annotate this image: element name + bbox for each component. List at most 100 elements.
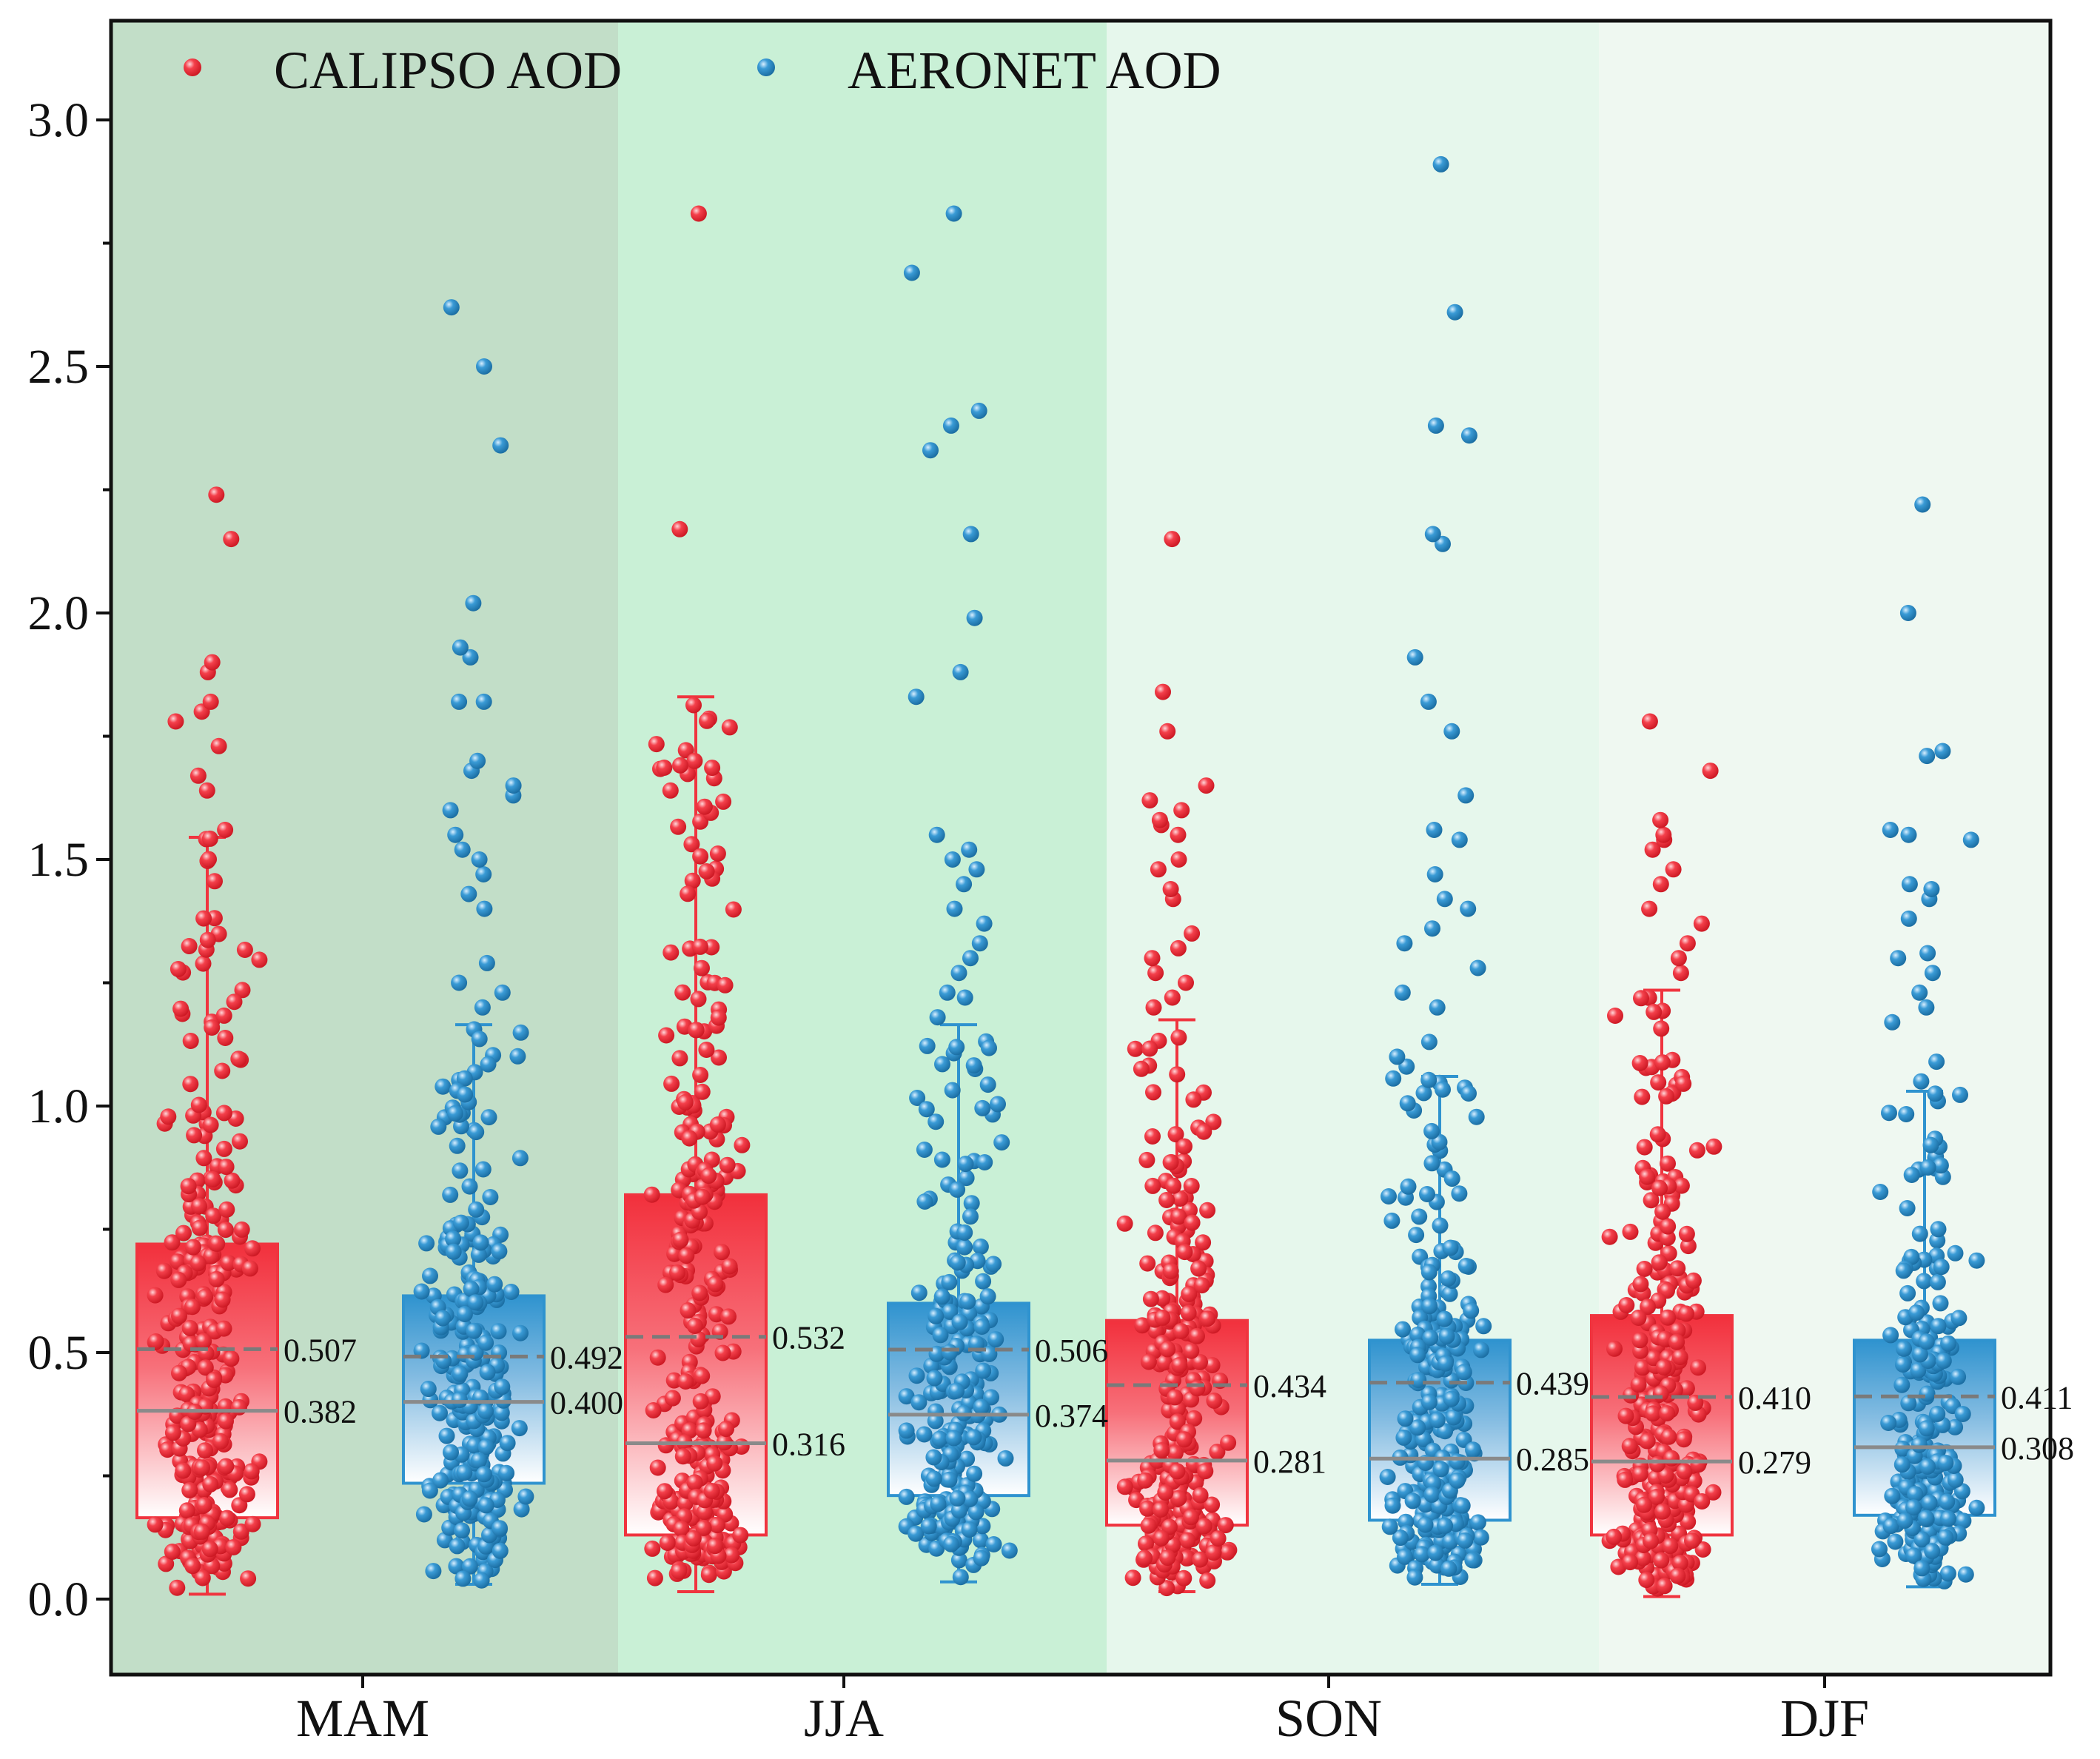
data-point-calipso-son xyxy=(1124,1569,1141,1587)
data-point-aeronet-jja xyxy=(908,688,925,706)
data-point-aeronet-son xyxy=(1469,1514,1486,1531)
data-point-calipso-djf xyxy=(1622,1554,1639,1571)
data-point-aeronet-djf xyxy=(1913,1531,1930,1548)
data-point-aeronet-mam xyxy=(430,1118,447,1135)
data-point-calipso-mam xyxy=(238,1486,255,1503)
data-point-calipso-mam xyxy=(195,1497,212,1513)
data-point-aeronet-djf xyxy=(1911,1436,1928,1453)
data-point-calipso-jja xyxy=(646,1569,663,1587)
data-point-aeronet-jja xyxy=(898,1388,915,1405)
data-point-aeronet-mam xyxy=(467,1294,484,1311)
data-point-calipso-mam xyxy=(181,1482,198,1498)
data-point-aeronet-son xyxy=(1440,1270,1457,1287)
data-point-aeronet-son xyxy=(1472,1529,1489,1546)
data-point-aeronet-son xyxy=(1451,1185,1468,1202)
data-point-calipso-mam xyxy=(171,1364,187,1381)
data-point-aeronet-djf xyxy=(1950,1368,1967,1385)
data-point-aeronet-djf xyxy=(1919,748,1936,765)
data-point-aeronet-son xyxy=(1396,935,1413,952)
data-point-calipso-djf xyxy=(1652,1385,1669,1402)
data-point-aeronet-djf xyxy=(1919,945,1936,962)
data-point-calipso-son xyxy=(1172,1190,1189,1207)
data-point-aeronet-mam xyxy=(498,1464,515,1481)
data-point-aeronet-mam xyxy=(478,954,495,971)
data-point-aeronet-son xyxy=(1395,1321,1411,1338)
data-point-calipso-son xyxy=(1137,1472,1154,1489)
data-point-aeronet-djf xyxy=(1950,1310,1968,1327)
data-point-calipso-mam xyxy=(217,1030,234,1046)
data-point-aeronet-mam xyxy=(465,594,482,612)
data-point-aeronet-jja xyxy=(903,264,920,281)
data-point-calipso-jja xyxy=(694,959,710,976)
data-point-calipso-son xyxy=(1170,826,1187,843)
data-point-calipso-son xyxy=(1142,1290,1159,1307)
data-point-calipso-son xyxy=(1189,1327,1205,1344)
data-point-aeronet-mam xyxy=(517,1488,534,1505)
data-point-calipso-mam xyxy=(172,1000,189,1017)
data-point-calipso-jja xyxy=(714,1244,730,1261)
data-point-calipso-jja xyxy=(704,760,721,777)
data-point-aeronet-djf xyxy=(1919,1458,1936,1475)
data-point-calipso-jja xyxy=(671,520,688,537)
data-point-aeronet-mam xyxy=(418,1235,435,1252)
data-point-calipso-mam xyxy=(164,1234,181,1251)
data-point-calipso-son xyxy=(1205,1544,1222,1561)
data-point-calipso-mam xyxy=(209,1236,226,1252)
data-point-calipso-son xyxy=(1210,1530,1227,1547)
data-point-calipso-son xyxy=(1183,1178,1200,1194)
data-point-aeronet-son xyxy=(1411,1208,1428,1225)
data-point-aeronet-jja xyxy=(976,1154,993,1170)
data-point-calipso-djf xyxy=(1693,915,1710,932)
data-point-calipso-mam xyxy=(178,1502,195,1519)
data-point-calipso-djf xyxy=(1654,1203,1671,1220)
data-point-calipso-jja xyxy=(692,1067,709,1083)
data-point-aeronet-mam xyxy=(471,851,488,868)
data-point-aeronet-jja xyxy=(966,1465,983,1482)
data-point-aeronet-jja xyxy=(933,1288,950,1305)
data-point-calipso-son xyxy=(1192,1487,1209,1504)
data-point-aeronet-jja xyxy=(944,851,961,868)
data-point-calipso-djf xyxy=(1705,1138,1722,1155)
data-point-calipso-son xyxy=(1162,1154,1179,1170)
data-point-aeronet-son xyxy=(1432,1461,1449,1478)
data-point-aeronet-mam xyxy=(468,1201,485,1218)
data-point-aeronet-son xyxy=(1404,1492,1421,1510)
data-point-aeronet-jja xyxy=(967,1504,984,1521)
data-point-calipso-son xyxy=(1161,1518,1178,1535)
data-point-calipso-jja xyxy=(709,1517,725,1534)
data-point-calipso-djf xyxy=(1694,1493,1711,1510)
data-point-aeronet-jja xyxy=(945,1430,962,1447)
data-point-aeronet-mam xyxy=(454,841,471,858)
data-point-aeronet-mam xyxy=(442,1186,459,1203)
data-point-aeronet-jja xyxy=(908,1525,925,1542)
data-point-calipso-djf xyxy=(1653,1552,1670,1569)
data-point-calipso-son xyxy=(1153,1530,1170,1547)
data-point-aeronet-mam xyxy=(446,1105,463,1122)
data-point-calipso-jja xyxy=(649,1459,666,1476)
data-point-aeronet-djf xyxy=(1918,1510,1935,1527)
data-point-aeronet-jja xyxy=(941,1471,958,1488)
data-point-calipso-jja xyxy=(720,1308,737,1325)
y-tick-label: 1.0 xyxy=(28,1079,90,1133)
data-point-calipso-djf xyxy=(1643,1532,1660,1549)
data-point-calipso-jja xyxy=(721,719,738,736)
data-point-calipso-djf xyxy=(1651,1254,1668,1271)
data-point-aeronet-mam xyxy=(480,1056,497,1073)
data-point-aeronet-jja xyxy=(943,1535,959,1552)
data-point-calipso-jja xyxy=(666,1245,683,1262)
data-point-aeronet-jja xyxy=(934,1056,950,1073)
data-point-calipso-djf xyxy=(1650,1074,1667,1091)
data-point-aeronet-son xyxy=(1426,822,1443,838)
data-point-calipso-mam xyxy=(221,1481,238,1498)
data-point-aeronet-mam xyxy=(443,299,460,316)
data-point-calipso-jja xyxy=(680,885,697,902)
data-point-calipso-djf xyxy=(1685,1272,1702,1289)
data-point-calipso-djf xyxy=(1665,861,1682,878)
data-point-aeronet-djf xyxy=(1929,1405,1946,1422)
data-point-aeronet-djf xyxy=(1916,1273,1933,1290)
data-point-aeronet-jja xyxy=(927,1413,944,1430)
data-point-calipso-djf xyxy=(1648,1489,1665,1505)
data-point-aeronet-djf xyxy=(1884,1013,1901,1031)
data-point-aeronet-djf xyxy=(1900,826,1917,843)
data-point-calipso-son xyxy=(1147,965,1164,982)
